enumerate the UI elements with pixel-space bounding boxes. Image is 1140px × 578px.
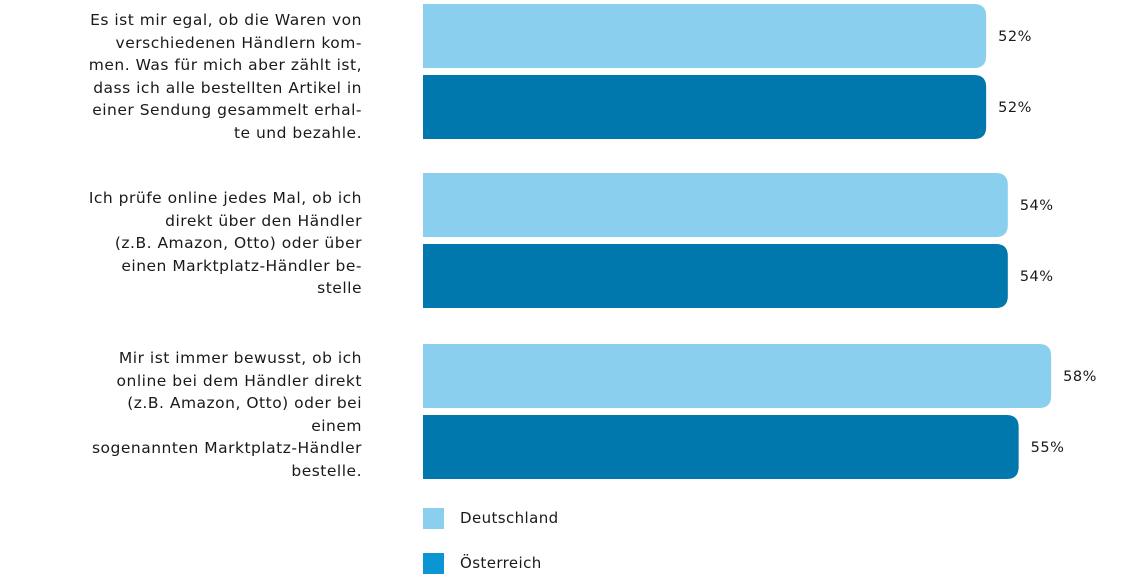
category-label-3: Mir ist immer bewusst, ob ich online bei … (92, 347, 362, 482)
bar-deutschland-3 (423, 344, 1052, 408)
category-label-1: Es ist mir egal, ob die Waren von verschi… (89, 9, 362, 144)
data-label-oesterreich-2: 54% (1020, 269, 1054, 285)
category-label-line: online bei dem Händler direkt (116, 371, 362, 390)
legend-swatch-deutschland (423, 508, 444, 529)
bar-oesterreich-2 (423, 244, 1008, 308)
bar-deutschland-1 (423, 4, 987, 68)
data-label-deutschland-2: 54% (1020, 198, 1054, 214)
category-label-line: stelle (317, 279, 362, 297)
data-label-deutschland-3: 58% (1063, 369, 1097, 385)
category-label-line: dass ich alle bestellten Artikel in (93, 78, 362, 97)
bar-deutschland-2 (423, 173, 1008, 237)
category-label-line: te und bezahle. (233, 123, 362, 142)
category-label-line: einem (311, 416, 362, 435)
data-label-oesterreich-1: 52% (998, 100, 1032, 116)
category-label-line: men. Was für mich aber zählt ist, (88, 56, 362, 74)
category-label-line: direkt über den Händler (165, 211, 362, 230)
category-label-line: einen Marktplatz-Händler be- (121, 256, 362, 275)
category-label-line: sogenannten Marktplatz-Händler (91, 439, 362, 457)
category-label-line: einer Sendung gesammelt erhal- (92, 101, 362, 119)
bar-oesterreich-1 (423, 75, 987, 139)
category-label-line: (z.B. Amazon, Otto) oder über (114, 234, 362, 252)
data-label-oesterreich-3: 55% (1031, 440, 1065, 456)
category-label-line: Es ist mir egal, ob die Waren von (90, 11, 362, 29)
legend-label-oesterreich: Österreich (460, 554, 542, 572)
category-label-line: Mir ist immer bewusst, ob ich (118, 349, 362, 367)
category-label-line: (z.B. Amazon, Otto) oder bei (127, 394, 362, 412)
category-label-line: bestelle. (291, 461, 362, 480)
data-label-deutschland-1: 52% (998, 29, 1032, 45)
bar-oesterreich-3 (423, 415, 1019, 479)
legend-label-deutschland: Deutschland (460, 509, 559, 527)
category-label-2: Ich prüfe online jedes Mal, ob ich direkt… (89, 187, 362, 300)
category-label-line: verschiedenen Händlern kom- (115, 33, 362, 52)
category-label-line: Ich prüfe online jedes Mal, ob ich (88, 189, 362, 207)
legend-swatch-oesterreich (423, 553, 444, 574)
